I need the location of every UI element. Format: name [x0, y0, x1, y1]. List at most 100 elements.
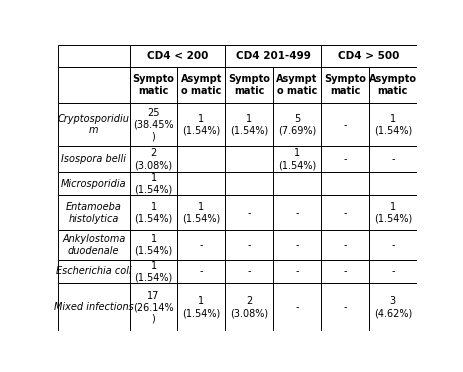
Bar	[273, 45, 321, 67]
Text: -: -	[295, 266, 299, 276]
Bar	[130, 172, 177, 195]
Bar	[369, 67, 417, 103]
Bar	[225, 45, 273, 67]
Bar	[321, 103, 369, 146]
Bar	[369, 103, 417, 146]
Bar	[369, 195, 417, 230]
Text: Isospora belli: Isospora belli	[61, 154, 126, 164]
Bar	[58, 260, 130, 283]
Text: 1
(1.54%): 1 (1.54%)	[374, 114, 412, 135]
Text: 1
(1.54%): 1 (1.54%)	[134, 261, 173, 282]
Bar	[321, 230, 369, 260]
Bar	[58, 146, 130, 172]
Text: -: -	[391, 266, 394, 276]
Bar	[321, 45, 417, 67]
Text: 1
(1.54%): 1 (1.54%)	[134, 202, 173, 224]
Bar	[177, 103, 225, 146]
Bar	[369, 260, 417, 283]
Text: Sympto
matic: Sympto matic	[132, 74, 175, 96]
Bar	[58, 230, 130, 260]
Bar	[321, 283, 369, 331]
Text: -: -	[391, 240, 394, 250]
Text: -: -	[248, 266, 251, 276]
Bar	[177, 260, 225, 283]
Text: Asympt
o matic: Asympt o matic	[276, 74, 318, 96]
Text: CD4 < 200: CD4 < 200	[147, 51, 208, 61]
Bar	[130, 45, 225, 67]
Bar	[273, 172, 321, 195]
Bar	[225, 103, 273, 146]
Bar	[130, 103, 177, 146]
Text: -: -	[295, 240, 299, 250]
Bar	[273, 230, 321, 260]
Text: -: -	[343, 208, 347, 218]
Text: 1
(1.54%): 1 (1.54%)	[182, 114, 220, 135]
Bar	[321, 45, 369, 67]
Bar	[130, 146, 177, 172]
Bar	[369, 146, 417, 172]
Bar	[369, 283, 417, 331]
Bar	[225, 67, 273, 103]
Text: Cryptosporidiu
m: Cryptosporidiu m	[58, 114, 130, 135]
Bar	[369, 45, 417, 67]
Bar	[321, 67, 369, 103]
Text: -: -	[343, 120, 347, 130]
Bar	[225, 146, 273, 172]
Text: 2
(3.08%): 2 (3.08%)	[230, 296, 269, 318]
Bar	[321, 195, 369, 230]
Text: 1
(1.54%): 1 (1.54%)	[134, 234, 173, 256]
Text: 1
(1.54%): 1 (1.54%)	[278, 148, 316, 170]
Bar	[273, 260, 321, 283]
Text: -: -	[200, 240, 203, 250]
Bar	[177, 230, 225, 260]
Text: CD4 > 500: CD4 > 500	[338, 51, 400, 61]
Text: 25
(38.45%
): 25 (38.45% )	[133, 108, 174, 141]
Text: 1
(1.54%): 1 (1.54%)	[374, 202, 412, 224]
Bar	[130, 230, 177, 260]
Bar	[130, 195, 177, 230]
Bar	[177, 45, 225, 67]
Bar	[58, 172, 130, 195]
Text: Asympt
o matic: Asympt o matic	[181, 74, 222, 96]
Text: -: -	[343, 266, 347, 276]
Text: 17
(26.14%
): 17 (26.14% )	[133, 291, 174, 324]
Text: -: -	[343, 240, 347, 250]
Bar	[225, 260, 273, 283]
Bar	[58, 103, 130, 146]
Text: Ankylostoma
duodenale: Ankylostoma duodenale	[62, 234, 125, 256]
Text: -: -	[200, 266, 203, 276]
Bar	[321, 260, 369, 283]
Bar	[58, 283, 130, 331]
Text: Sympto
matic: Sympto matic	[228, 74, 270, 96]
Text: 5
(7.69%): 5 (7.69%)	[278, 114, 316, 135]
Text: CD4 201-499: CD4 201-499	[236, 51, 311, 61]
Bar	[130, 283, 177, 331]
Text: -: -	[248, 208, 251, 218]
Bar	[225, 283, 273, 331]
Bar	[321, 146, 369, 172]
Bar	[273, 67, 321, 103]
Bar	[225, 195, 273, 230]
Bar	[58, 67, 130, 103]
Text: Asympto
matic: Asympto matic	[369, 74, 417, 96]
Bar	[177, 172, 225, 195]
Bar	[273, 146, 321, 172]
Text: 1
(1.54%): 1 (1.54%)	[182, 296, 220, 318]
Text: Microsporidia: Microsporidia	[61, 179, 126, 189]
Text: 3
(4.62%): 3 (4.62%)	[374, 296, 412, 318]
Text: 1
(1.54%): 1 (1.54%)	[182, 202, 220, 224]
Bar	[130, 67, 177, 103]
Bar	[273, 195, 321, 230]
Bar	[369, 230, 417, 260]
Bar	[58, 45, 130, 67]
Text: -: -	[248, 240, 251, 250]
Text: 1
(1.54%): 1 (1.54%)	[134, 173, 173, 195]
Bar	[273, 283, 321, 331]
Bar	[130, 45, 177, 67]
Text: Mixed infections: Mixed infections	[54, 302, 134, 312]
Text: -: -	[391, 154, 394, 164]
Bar	[177, 146, 225, 172]
Bar	[225, 172, 273, 195]
Bar	[58, 195, 130, 230]
Text: Escherichia coli: Escherichia coli	[56, 266, 131, 276]
